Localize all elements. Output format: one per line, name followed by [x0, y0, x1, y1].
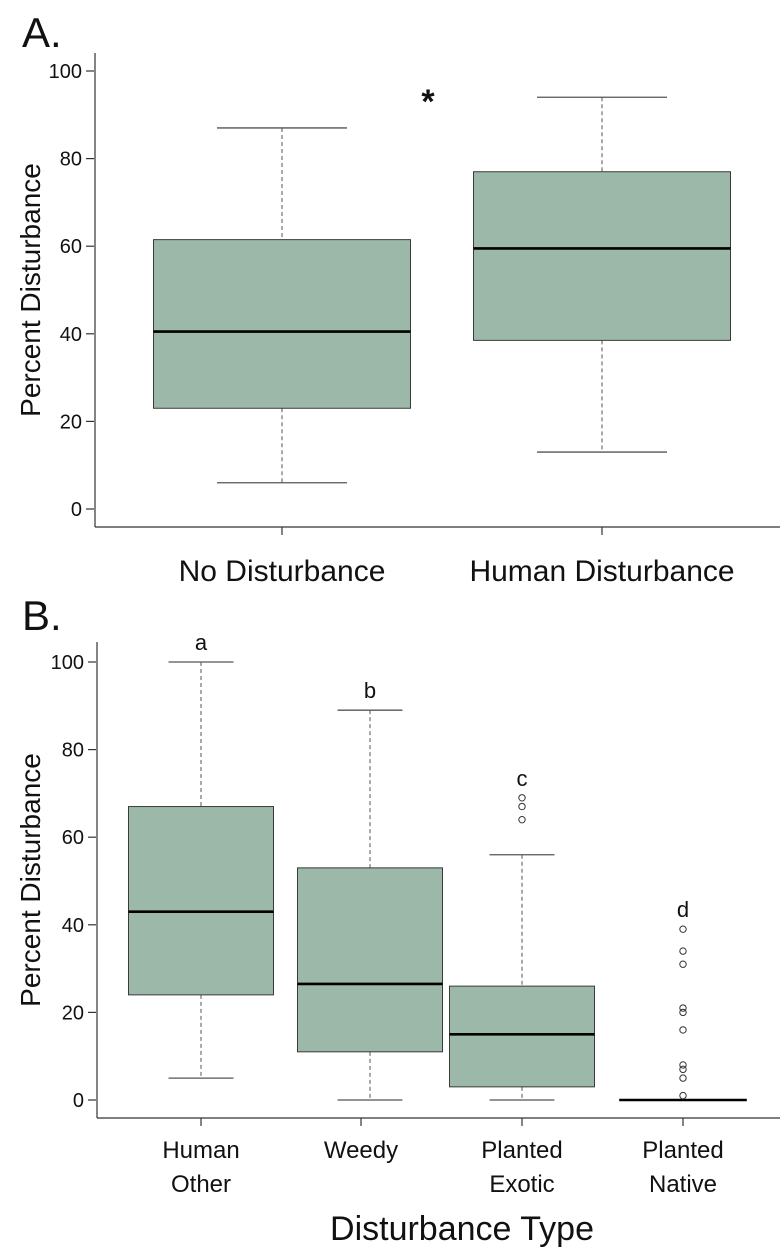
- y-tick-label: 0: [73, 1090, 84, 1112]
- panel-label: B.: [22, 592, 62, 639]
- outlier-point: [679, 1091, 687, 1100]
- x-category-label: Planted: [481, 1137, 562, 1164]
- y-tick-label: 20: [62, 1002, 84, 1024]
- outlier-point: [679, 1026, 687, 1034]
- box-4: d: [619, 897, 747, 1102]
- x-category-label: Native: [649, 1171, 717, 1198]
- x-category-label: Planted: [642, 1137, 723, 1164]
- outlier-point: [679, 1074, 687, 1082]
- x-axis-title: Disturbance Type: [330, 1210, 594, 1248]
- box-1: [153, 127, 411, 484]
- outlier-point: [518, 815, 526, 824]
- significance-asterisk: *: [421, 83, 435, 121]
- outlier-point: [679, 1008, 687, 1017]
- significance-letter: b: [364, 678, 376, 703]
- outlier-point: [679, 1065, 687, 1074]
- y-tick-label: 40: [62, 915, 84, 937]
- x-category-label: Human Disturbance: [469, 555, 734, 588]
- y-tick-label: 60: [62, 827, 84, 849]
- significance-letter: c: [517, 766, 528, 791]
- box-2: [473, 96, 731, 453]
- x-category-label: Other: [171, 1171, 231, 1198]
- panel-a: A. 0 20 40 60 80 100 Percent Disturbance No Dist…: [15, 9, 780, 588]
- y-tick-label: 20: [60, 411, 82, 433]
- outlier-point: [518, 794, 526, 802]
- iqr-box: [128, 806, 274, 996]
- iqr-box: [449, 985, 595, 1088]
- y-axis-title: Percent Disturbance: [15, 753, 46, 1007]
- x-category-label: Exotic: [489, 1171, 554, 1198]
- y-tick-label: 80: [60, 149, 82, 171]
- y-tick-label: 40: [60, 324, 82, 346]
- outlier-point: [518, 802, 526, 811]
- box-1: a: [128, 630, 274, 1079]
- x-category-label: No Disturbance: [179, 555, 386, 588]
- iqr-box: [297, 867, 443, 1053]
- y-tick-label: 100: [51, 652, 84, 674]
- significance-letter: a: [195, 630, 208, 655]
- box-2: b: [297, 678, 443, 1101]
- y-tick-label: 0: [71, 499, 82, 521]
- outlier-point: [679, 925, 687, 933]
- outlier-point: [679, 1004, 687, 1012]
- outlier-point: [679, 1061, 687, 1069]
- x-category-label: Human: [162, 1137, 239, 1164]
- panel-b: B. 0 20 40 60 80 100 Percent Disturbance a Human O…: [15, 592, 780, 1248]
- y-tick-label: 60: [60, 236, 82, 258]
- y-tick-label: 80: [62, 740, 84, 762]
- panel-label: A.: [22, 9, 62, 56]
- outlier-point: [679, 960, 687, 968]
- box-3: c: [449, 766, 595, 1101]
- iqr-box: [473, 171, 731, 341]
- x-category-label: Weedy: [324, 1137, 398, 1164]
- y-tick-label: 100: [49, 61, 82, 83]
- significance-letter: d: [677, 897, 689, 922]
- y-axis-title: Percent Disturbance: [15, 163, 46, 417]
- iqr-box: [153, 239, 411, 409]
- outlier-point: [679, 947, 687, 955]
